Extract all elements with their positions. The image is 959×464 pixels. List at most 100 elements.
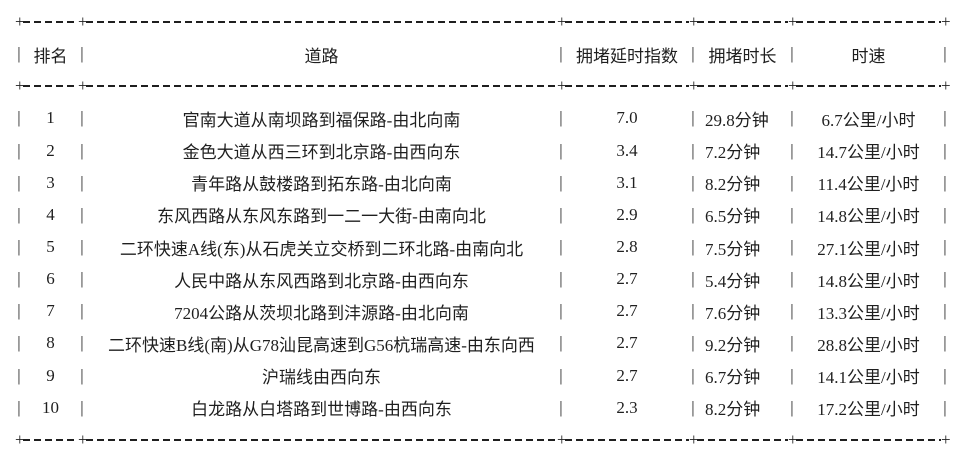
- pipe-divider: |: [559, 172, 563, 192]
- pipe-divider: |: [80, 140, 84, 160]
- table-border-top: + + + + + +: [0, 6, 959, 38]
- congestion-duration-cell: 6.7分钟: [705, 368, 761, 388]
- road-cell: 人民中路从东风西路到北京路-由西向东: [174, 271, 469, 291]
- pipe-divider: |: [559, 237, 563, 257]
- rank-cell: 7: [46, 301, 55, 321]
- pipe-divider: |: [559, 269, 563, 289]
- plus-joint: +: [941, 12, 951, 32]
- congestion-index-cell: 2.7: [616, 333, 638, 353]
- pipe-divider: |: [691, 301, 695, 321]
- rank-cell: 8: [46, 333, 55, 353]
- congestion-index-cell: 3.1: [616, 172, 638, 192]
- pipe-divider: |: [17, 108, 21, 128]
- table-row: | 6 | 人民中路从东风西路到北京路-由西向东 | 2.7 | 5.4分钟 |…: [0, 263, 959, 295]
- pipe-divider: |: [80, 365, 84, 385]
- plus-joint: +: [689, 12, 699, 32]
- dashed-line: [23, 85, 78, 88]
- congestion-index-cell: 2.7: [616, 301, 638, 321]
- plus-joint: +: [557, 76, 567, 96]
- congestion-index-cell: 7.0: [616, 108, 638, 128]
- pipe-divider: |: [559, 204, 563, 224]
- congestion-duration-cell: 7.2分钟: [705, 143, 761, 163]
- pipe-divider: |: [691, 237, 695, 257]
- dashed-line: [796, 85, 941, 88]
- dashed-line: [565, 438, 689, 441]
- speed-cell: 6.7公里/小时: [821, 110, 916, 130]
- pipe-divider: |: [691, 172, 695, 192]
- road-cell: 二环快速A线(东)从石虎关立交桥到二环北路-由南向北: [119, 239, 524, 259]
- pipe-divider: |: [559, 365, 563, 385]
- pipe-divider: |: [790, 108, 794, 128]
- pipe-divider: |: [17, 269, 21, 289]
- pipe-divider: |: [691, 140, 695, 160]
- pipe-divider: |: [80, 172, 84, 192]
- pipe-divider: |: [943, 301, 947, 321]
- plus-joint: +: [788, 12, 798, 32]
- dashed-line: [23, 438, 78, 441]
- dashed-line: [23, 21, 78, 24]
- speed-cell: 17.2公里/小时: [817, 400, 920, 420]
- table-row: | 9 | 沪瑞线由西向东 | 2.7 | 6.7分钟 | 14.1公里/小时 …: [0, 360, 959, 392]
- road-cell: 官南大道从南坝路到福保路-由北向南: [182, 110, 461, 130]
- plus-joint: +: [78, 12, 88, 32]
- pipe-divider: |: [559, 397, 563, 417]
- speed-cell: 28.8公里/小时: [817, 335, 920, 355]
- rank-cell: 5: [46, 237, 55, 257]
- pipe-divider: |: [790, 44, 794, 64]
- pipe-divider: |: [559, 333, 563, 353]
- pipe-divider: |: [691, 365, 695, 385]
- pipe-divider: |: [80, 237, 84, 257]
- dashed-line: [796, 21, 941, 24]
- pipe-divider: |: [943, 237, 947, 257]
- pipe-divider: |: [943, 397, 947, 417]
- pipe-divider: |: [790, 365, 794, 385]
- rank-cell: 3: [46, 172, 55, 192]
- congestion-index-cell: 2.7: [616, 365, 638, 385]
- pipe-divider: |: [17, 397, 21, 417]
- speed-cell: 14.1公里/小时: [817, 368, 920, 388]
- plus-joint: +: [689, 76, 699, 96]
- congestion-duration-cell: 7.6分钟: [705, 303, 761, 323]
- congestion-index-cell: 2.3: [616, 397, 638, 417]
- header-congestion-index: 拥堵延时指数: [576, 46, 678, 66]
- road-cell: 二环快速B线(南)从G78汕昆高速到G56杭瑞高速-由东向西: [108, 335, 535, 355]
- pipe-divider: |: [790, 204, 794, 224]
- speed-cell: 13.3公里/小时: [817, 303, 920, 323]
- dashed-line: [796, 438, 941, 441]
- pipe-divider: |: [80, 108, 84, 128]
- pipe-divider: |: [790, 172, 794, 192]
- table-row: | 7 | 7204公路从茨坝北路到沣源路-由北向南 | 2.7 | 7.6分钟…: [0, 295, 959, 327]
- rank-cell: 9: [46, 365, 55, 385]
- road-cell: 青年路从鼓楼路到拓东路-由北向南: [191, 175, 452, 195]
- speed-cell: 14.7公里/小时: [817, 143, 920, 163]
- pipe-divider: |: [943, 333, 947, 353]
- dashed-line: [697, 21, 788, 24]
- pipe-divider: |: [790, 333, 794, 353]
- pipe-divider: |: [80, 301, 84, 321]
- plus-joint: +: [15, 76, 25, 96]
- pipe-divider: |: [943, 204, 947, 224]
- pipe-divider: |: [691, 269, 695, 289]
- dashed-line: [565, 85, 689, 88]
- table-border-bottom: + + + + + +: [0, 424, 959, 456]
- pipe-divider: |: [691, 204, 695, 224]
- pipe-divider: |: [80, 269, 84, 289]
- dashed-line: [86, 85, 557, 88]
- dashed-line: [697, 438, 788, 441]
- plus-joint: +: [78, 76, 88, 96]
- table-row: | 3 | 青年路从鼓楼路到拓东路-由北向南 | 3.1 | 8.2分钟 | 1…: [0, 167, 959, 199]
- header-rank: 排名: [33, 46, 68, 66]
- plus-joint: +: [557, 12, 567, 32]
- pipe-divider: |: [80, 333, 84, 353]
- plus-joint: +: [15, 429, 25, 449]
- congestion-duration-cell: 7.5分钟: [705, 239, 761, 259]
- speed-cell: 14.8公里/小时: [817, 207, 920, 227]
- congestion-index-cell: 3.4: [616, 140, 638, 160]
- rank-cell: 1: [46, 108, 55, 128]
- road-cell: 金色大道从西三环到北京路-由西向东: [182, 143, 461, 163]
- road-cell: 7204公路从茨坝北路到沣源路-由北向南: [174, 303, 469, 323]
- table-row: | 5 | 二环快速A线(东)从石虎关立交桥到二环北路-由南向北 | 2.8 |…: [0, 231, 959, 263]
- pipe-divider: |: [691, 108, 695, 128]
- pipe-divider: |: [559, 301, 563, 321]
- pipe-divider: |: [691, 44, 695, 64]
